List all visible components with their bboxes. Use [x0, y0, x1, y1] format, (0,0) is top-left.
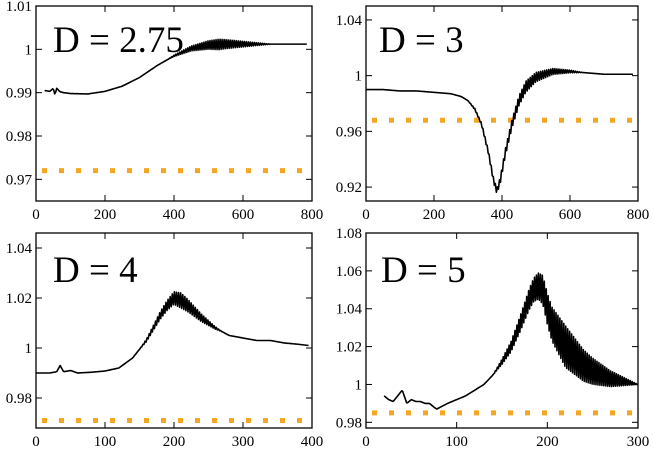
- x-tick-label: 100: [445, 434, 468, 450]
- x-tick-label: 600: [559, 207, 582, 223]
- y-tick-label: 1.04: [336, 13, 363, 29]
- x-tick-label: 800: [627, 207, 650, 223]
- x-tick-label: 800: [301, 207, 324, 223]
- panel-d-5: D = 5 0 100 200 300 0.98 1 1.02 1.04 1.06 1.08: [336, 226, 650, 450]
- panel-title: D = 4: [53, 250, 138, 291]
- x-tick-label: 200: [536, 434, 559, 450]
- panel-title: D = 2.75: [53, 20, 184, 61]
- panel-frame: [365, 232, 639, 429]
- x-tick-label: 0: [362, 207, 370, 223]
- panel-d-4: D = 4 0 100 200 300 400 0.98 1 1.02 1.04: [6, 232, 324, 450]
- y-tick-label: 1: [25, 42, 33, 58]
- panel-title: D = 3: [379, 20, 464, 61]
- series-curve: [36, 291, 309, 374]
- y-tick-label: 1: [25, 341, 33, 357]
- series-curve: [44, 38, 307, 95]
- y-tick-label: 1.04: [336, 302, 363, 318]
- series-curve: [366, 67, 633, 194]
- x-tick-label: 600: [232, 207, 255, 223]
- series-curve: [383, 272, 639, 410]
- y-tick-label: 1.01: [6, 0, 32, 15]
- panel-d-2-75: D = 2.75 0 200 400 600 800 0.97 0.98 0.99 1 1.01: [6, 0, 324, 223]
- x-tick-label: 300: [232, 434, 255, 450]
- y-tick-label: 0.99: [6, 86, 32, 102]
- x-tick-label: 0: [32, 434, 40, 450]
- y-tick-label: 0.98: [6, 129, 32, 145]
- x-tick-label: 200: [163, 434, 186, 450]
- panel-d-3: D = 3 0 200 400 600 800 0.92 0.96 1 1.04: [336, 5, 650, 223]
- x-tick-label: 0: [32, 207, 40, 223]
- x-tick-label: 400: [163, 207, 186, 223]
- y-tick-label: 0.98: [336, 415, 362, 431]
- y-tick-label: 1: [355, 69, 363, 85]
- y-tick-label: 1.06: [336, 264, 363, 280]
- x-tick-label: 300: [627, 434, 650, 450]
- y-tick-label: 0.92: [336, 180, 362, 196]
- x-tick-label: 400: [301, 434, 324, 450]
- y-tick-label: 1.04: [6, 241, 33, 257]
- y-tick-label: 1.02: [6, 291, 32, 307]
- panel-title: D = 5: [381, 250, 466, 291]
- x-tick-label: 200: [94, 207, 117, 223]
- y-tick-label: 0.97: [6, 172, 33, 188]
- x-tick-label: 400: [491, 207, 514, 223]
- y-tick-label: 0.98: [6, 391, 32, 407]
- x-tick-label: 100: [94, 434, 117, 450]
- x-tick-label: 0: [362, 434, 370, 450]
- x-tick-label: 200: [423, 207, 446, 223]
- y-tick-label: 0.96: [336, 124, 363, 140]
- y-tick-label: 1.08: [336, 226, 362, 242]
- y-tick-label: 1: [355, 377, 363, 393]
- y-tick-label: 1.02: [336, 340, 362, 356]
